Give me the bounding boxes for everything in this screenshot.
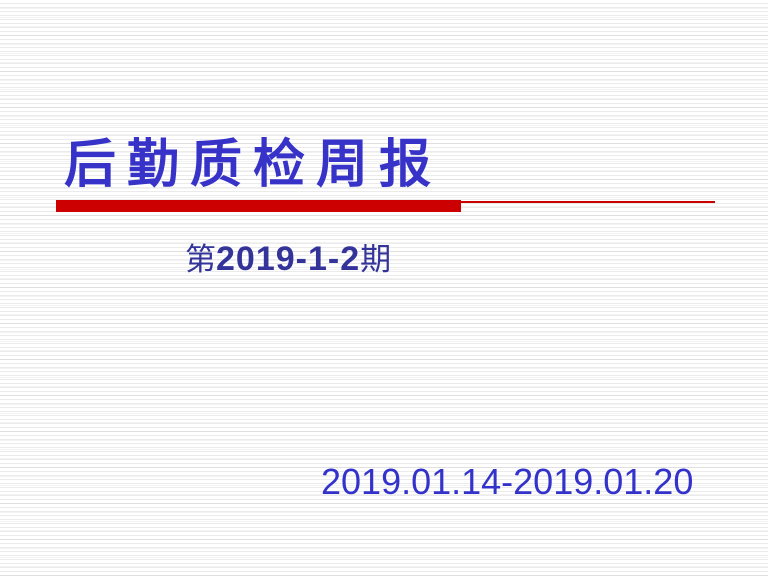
date-range: 2019.01.14-2019.01.20	[321, 461, 694, 502]
issue-number: 2019-1-2	[216, 240, 361, 278]
slide-title: 后勤质检周报	[64, 136, 443, 194]
title-underline-rule	[461, 201, 715, 203]
issue-suffix: 期	[360, 242, 392, 277]
issue-line: 第2019-1-2期	[185, 240, 391, 278]
title-underline-accent-bar	[56, 200, 461, 212]
issue-prefix: 第	[185, 242, 216, 277]
